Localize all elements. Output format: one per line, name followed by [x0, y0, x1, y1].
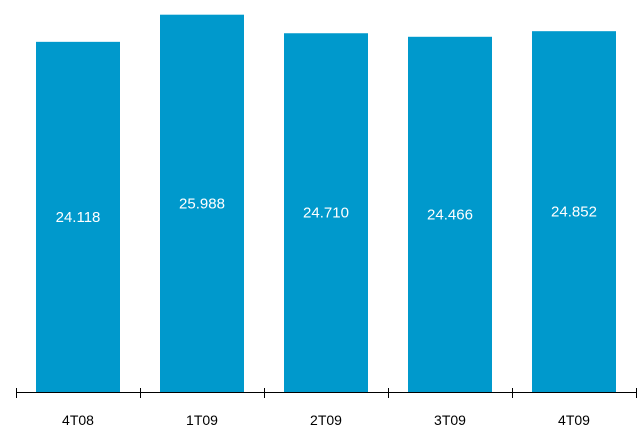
bar-3T09 — [408, 36, 492, 393]
x-tick-label: 4T08 — [62, 412, 94, 428]
bar-value-label: 25.988 — [179, 195, 225, 212]
bar-value-label: 24.710 — [303, 205, 349, 222]
x-tick-label: 2T09 — [310, 412, 342, 428]
bars-group: 24.118 25.988 24.710 24.466 24.852 — [36, 14, 616, 393]
x-tick-label: 4T09 — [558, 412, 590, 428]
bar-4T08 — [36, 41, 120, 392]
x-tick-label: 3T09 — [434, 412, 466, 428]
x-tick-label: 1T09 — [186, 412, 218, 428]
x-tick-labels: 4T08 1T09 2T09 3T09 4T09 — [62, 412, 590, 428]
bar-value-label: 24.118 — [56, 209, 101, 226]
bar-2T09 — [284, 33, 368, 392]
bar-1T09 — [160, 14, 244, 392]
bar-4T09 — [532, 31, 616, 392]
bar-value-label: 24.466 — [427, 206, 473, 223]
bar-value-label: 24.852 — [551, 204, 597, 221]
x-axis — [16, 388, 637, 398]
